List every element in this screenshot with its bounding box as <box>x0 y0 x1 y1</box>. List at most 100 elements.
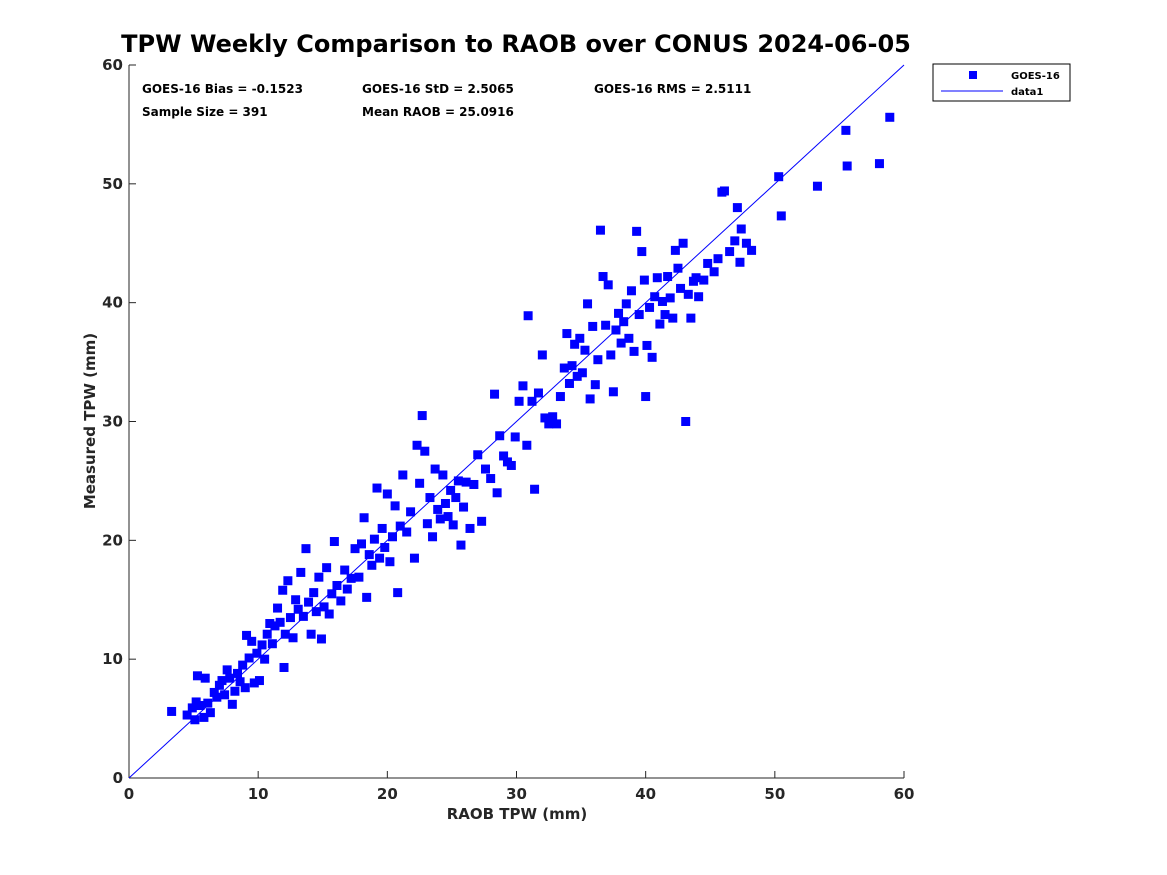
stat-mean-raob: Mean RAOB = 25.0916 <box>362 105 514 119</box>
data-point <box>430 464 440 474</box>
data-point <box>380 542 390 552</box>
data-point <box>296 567 306 577</box>
data-point <box>316 634 326 644</box>
data-point <box>409 553 419 563</box>
data-point <box>645 302 655 312</box>
data-point <box>642 340 652 350</box>
data-point <box>192 671 202 681</box>
data-point <box>336 596 346 606</box>
data-point <box>629 346 639 356</box>
data-point <box>252 648 262 658</box>
data-point <box>523 311 533 321</box>
data-point <box>448 520 458 530</box>
data-point <box>735 257 745 267</box>
data-point <box>278 585 288 595</box>
data-point <box>222 665 232 675</box>
stat-bias: GOES-16 Bias = -0.1523 <box>142 82 303 96</box>
data-point <box>559 363 569 373</box>
data-point <box>530 484 540 494</box>
data-point <box>663 272 673 282</box>
data-point <box>713 254 723 264</box>
data-point <box>719 186 729 196</box>
data-point <box>555 392 565 402</box>
data-point <box>306 629 316 639</box>
data-point <box>580 345 590 355</box>
data-point <box>270 621 280 631</box>
data-point <box>703 258 713 268</box>
data-point <box>552 419 562 429</box>
data-point <box>730 236 740 246</box>
data-point <box>660 310 670 320</box>
y-tick-label: 30 <box>102 413 123 431</box>
y-tick-label: 50 <box>102 175 123 193</box>
data-point <box>267 639 277 649</box>
data-point <box>537 350 547 360</box>
data-point <box>621 299 631 309</box>
data-point <box>588 321 598 331</box>
data-point <box>601 320 611 330</box>
data-point <box>641 392 651 402</box>
data-point <box>309 588 319 598</box>
data-point <box>874 159 884 169</box>
x-tick-label: 60 <box>894 785 915 803</box>
data-point <box>230 686 240 696</box>
x-tick-label: 20 <box>377 785 398 803</box>
data-point <box>518 381 528 391</box>
data-point <box>567 361 577 371</box>
data-point <box>382 489 392 499</box>
data-point <box>273 603 283 613</box>
data-point <box>732 203 742 213</box>
data-point <box>195 701 205 711</box>
data-point <box>527 396 537 406</box>
data-point <box>279 662 289 672</box>
y-tick-label: 20 <box>102 531 123 549</box>
data-point <box>369 534 379 544</box>
x-tick-label: 0 <box>124 785 134 803</box>
data-point <box>548 412 558 422</box>
x-tick-label: 10 <box>248 785 269 803</box>
data-point <box>583 299 593 309</box>
data-point <box>585 394 595 404</box>
data-point <box>390 501 400 511</box>
y-tick-label: 10 <box>102 650 123 668</box>
data-point <box>639 275 649 285</box>
data-point <box>332 580 342 590</box>
data-point <box>398 470 408 480</box>
data-point <box>433 504 443 514</box>
stat-std: GOES-16 StD = 2.5065 <box>362 82 514 96</box>
data-point <box>593 355 603 365</box>
data-point <box>329 537 339 547</box>
data-point <box>510 432 520 442</box>
data-point <box>632 226 642 236</box>
data-point <box>540 413 550 423</box>
data-point <box>212 692 222 702</box>
data-point <box>608 387 618 397</box>
data-point <box>187 703 197 713</box>
data-point <box>691 273 701 283</box>
data-point <box>304 597 314 607</box>
y-tick-label: 60 <box>102 56 123 74</box>
data-point <box>774 172 784 182</box>
data-point <box>841 125 851 135</box>
data-point <box>683 289 693 299</box>
data-point <box>200 673 210 683</box>
data-point <box>354 572 364 582</box>
data-point <box>438 470 448 480</box>
data-point <box>362 592 372 602</box>
data-point <box>422 519 432 529</box>
data-point <box>670 245 680 255</box>
legend-marker-goes16 <box>969 71 977 79</box>
x-axis-label: RAOB TPW (mm) <box>447 805 588 823</box>
data-point <box>262 629 272 639</box>
data-point <box>283 576 293 586</box>
data-point <box>655 319 665 329</box>
data-point <box>694 292 704 302</box>
data-point <box>340 565 350 575</box>
data-point <box>747 245 757 255</box>
data-point <box>741 238 751 248</box>
data-point <box>214 680 224 690</box>
data-point <box>322 563 332 573</box>
data-point <box>285 613 295 623</box>
x-tick-label: 50 <box>764 785 785 803</box>
data-point <box>364 550 374 560</box>
